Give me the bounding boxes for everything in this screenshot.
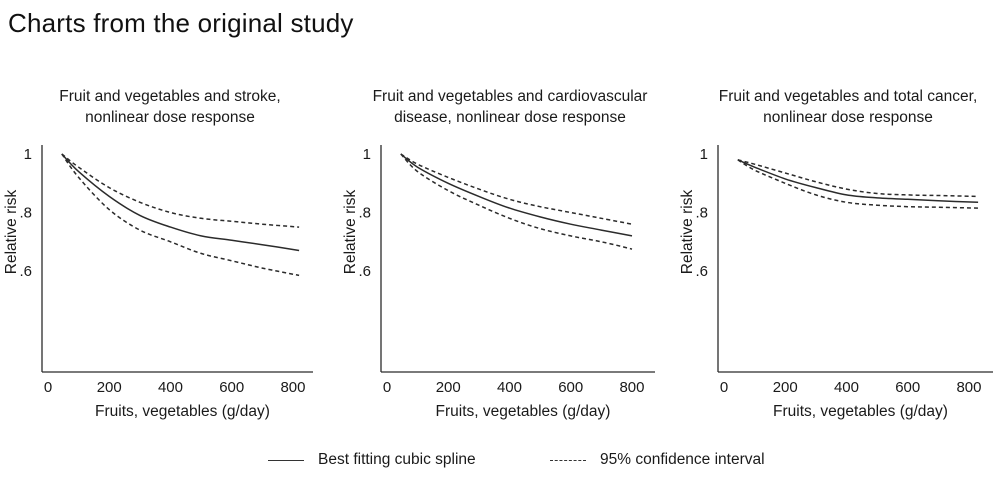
x-tick-label: 600 (219, 379, 244, 396)
legend: Best fitting cubic spline 95% confidence… (0, 448, 1000, 472)
y-axis-label: Relative risk (342, 190, 359, 275)
x-tick-label: 0 (44, 379, 52, 396)
chart-panel-1: Fruit and vegetables and stroke, nonlinea… (3, 88, 313, 420)
x-tick-label: 600 (895, 379, 920, 396)
y-tick-label: .8 (358, 205, 371, 222)
chart-title-line-1: Fruit and vegetables and cardiovascular (373, 88, 648, 105)
chart-title-line-1: Fruit and vegetables and total cancer, (719, 88, 978, 105)
y-tick-label: 1 (24, 146, 32, 163)
y-tick-label: .6 (19, 263, 32, 280)
confidence-lower-line (737, 159, 979, 209)
x-tick-label: 200 (436, 379, 461, 396)
x-axis-label: Fruits, vegetables (g/day) (436, 403, 611, 420)
x-tick-label: 0 (720, 379, 728, 396)
y-axis-label: Relative risk (679, 190, 696, 275)
legend-solid-line-swatch (268, 459, 304, 461)
confidence-lower-line (400, 153, 633, 250)
y-tick-label: .6 (695, 263, 708, 280)
x-tick-label: 200 (97, 379, 122, 396)
legend-solid-label: Best fitting cubic spline (318, 451, 476, 468)
x-tick-label: 400 (834, 379, 859, 396)
y-tick-label: .8 (695, 205, 708, 222)
x-tick-label: 400 (158, 379, 183, 396)
legend-dashed-label: 95% confidence interval (600, 451, 765, 468)
confidence-lower-line (61, 153, 300, 277)
x-tick-label: 800 (280, 379, 305, 396)
chart-title-line-2: disease, nonlinear dose response (394, 109, 626, 126)
y-tick-label: 1 (700, 146, 708, 163)
spline-line (400, 153, 633, 237)
x-tick-label: 200 (773, 379, 798, 396)
chart-panel-3: Fruit and vegetables and total cancer, no… (679, 88, 993, 420)
x-tick-label: 800 (619, 379, 644, 396)
y-tick-label: .8 (19, 205, 32, 222)
chart-title-line-1: Fruit and vegetables and stroke, (59, 88, 280, 105)
legend-item-spline: Best fitting cubic spline (268, 448, 476, 472)
x-tick-label: 400 (497, 379, 522, 396)
spline-line (61, 153, 300, 252)
x-axis-label: Fruits, vegetables (g/day) (773, 403, 948, 420)
x-axis-label: Fruits, vegetables (g/day) (95, 403, 270, 420)
legend-item-confidence: 95% confidence interval (550, 448, 765, 472)
confidence-upper-line (400, 153, 633, 225)
confidence-upper-line (737, 159, 979, 198)
x-tick-label: 800 (956, 379, 981, 396)
y-axis-label: Relative risk (3, 190, 20, 275)
spline-line (737, 159, 979, 204)
y-tick-label: .6 (358, 263, 371, 280)
y-tick-label: 1 (363, 146, 371, 163)
chart-title-line-2: nonlinear dose response (85, 109, 255, 126)
confidence-upper-line (61, 153, 300, 228)
chart-title-line-2: nonlinear dose response (763, 109, 933, 126)
legend-dashed-line-swatch (550, 459, 586, 461)
x-tick-label: 0 (383, 379, 391, 396)
x-tick-label: 600 (558, 379, 583, 396)
page-title: Charts from the original study (8, 8, 354, 38)
chart-panel-2: Fruit and vegetables and cardiovascular d… (342, 88, 655, 420)
